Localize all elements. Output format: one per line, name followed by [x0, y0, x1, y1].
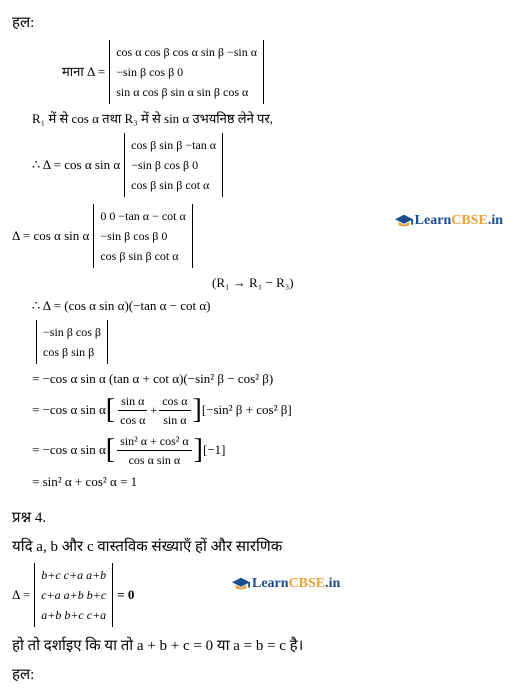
wm-learn: Learn [252, 573, 289, 594]
frac3-num: sin² α + cos² α [117, 432, 192, 451]
step-8: = −cos α sin α [ sin² α + cos² α cos α s… [32, 432, 513, 469]
wm-in: .in [488, 210, 503, 231]
plus-sign: + [150, 401, 157, 419]
step-1: माना Δ = cos α cos β cos α sin β −sin α … [62, 38, 513, 106]
determinant-4: −sin β cos β cos β sin β [36, 320, 108, 364]
determinant-3: 0 0 −tan α − cot α −sin β cos β 0 cos β … [93, 204, 192, 268]
wm-cbse: CBSE [289, 573, 326, 594]
det1-r3: sin α cos β sin α sin β cos α [116, 82, 257, 102]
det1-r2: −sin β cos β 0 [116, 62, 257, 82]
watermark-2: LearnCBSE.in [232, 573, 340, 594]
det5-suffix: = 0 [117, 585, 134, 605]
step-5b: −sin β cos β cos β sin β [32, 318, 513, 366]
determinant-5: b+c c+a a+b c+a a+b b+c a+b b+c c+a [34, 563, 113, 627]
determinant-2: cos β sin β −tan α −sin β cos β 0 cos β … [124, 133, 223, 197]
det5-r3: a+b b+c c+a [41, 605, 106, 625]
graduation-cap-icon [395, 214, 413, 228]
graduation-cap-icon [232, 577, 250, 591]
bracket-2: [ sin² α + cos² α cos α sin α ] [106, 432, 203, 469]
step3-prefix: ∴ Δ = cos α sin α [32, 155, 120, 175]
frac-1: sin α cos α [117, 392, 148, 429]
step7-prefix: = −cos α sin α [32, 400, 106, 420]
frac2-den: sin α [160, 411, 189, 429]
det3-r1: 0 0 −tan α − cot α [100, 206, 185, 226]
question-determinant: Δ = b+c c+a a+b c+a a+b b+c a+b b+c c+a … [12, 561, 513, 629]
det1-r1: cos α cos β cos α sin β −sin α [116, 42, 257, 62]
watermark-1: LearnCBSE.in [395, 210, 503, 231]
det4-r1: −sin β cos β [43, 322, 101, 342]
det5-r1: b+c c+a a+b [41, 565, 106, 585]
det2-r3: cos β sin β cot α [131, 175, 216, 195]
step-9: = sin² α + cos² α = 1 [32, 472, 513, 492]
frac-3: sin² α + cos² α cos α sin α [117, 432, 192, 469]
question-text-2: हो तो दर्शाइए कि या तो a + b + c = 0 या … [12, 635, 513, 658]
step8-suffix: [−1] [203, 440, 226, 460]
determinant-1: cos α cos β cos α sin β −sin α −sin β co… [109, 40, 264, 104]
det3-r2: −sin β cos β 0 [100, 226, 185, 246]
frac2-num: cos α [159, 392, 190, 411]
question-text-1: यदि a, b और c वास्तविक संख्याएँ हों और स… [12, 536, 513, 559]
step4-prefix: Δ = cos α sin α [12, 226, 89, 246]
step-2: R₁ में से cos α तथा R₃ में से sin α उभयन… [32, 109, 513, 129]
solution-heading-2: हल: [12, 664, 513, 687]
wm-learn: Learn [415, 210, 452, 231]
step8-prefix: = −cos α sin α [32, 440, 106, 460]
det3-r3: cos β sin β cot α [100, 246, 185, 266]
step-3: ∴ Δ = cos α sin α cos β sin β −tan α −si… [32, 131, 513, 199]
frac-2: cos α sin α [159, 392, 190, 429]
frac3-den: cos α sin α [126, 451, 184, 469]
step-5: ∴ Δ = (cos α sin α)(−tan α − cot α) [32, 296, 513, 316]
frac1-num: sin α [118, 392, 147, 411]
step-4: Δ = cos α sin α 0 0 −tan α − cot α −sin … [12, 202, 513, 270]
step-6: = −cos α sin α (tan α + cot α)(−sin² β −… [32, 369, 513, 389]
wm-cbse: CBSE [451, 210, 488, 231]
wm-in: .in [325, 573, 340, 594]
det4-r2: cos β sin β [43, 342, 101, 362]
bracket-1: [ sin α cos α + cos α sin α ] [106, 392, 202, 429]
det5-r2: c+a a+b b+c [41, 585, 106, 605]
step-4-note: (R₁ → R₁ − R₃) [212, 273, 513, 293]
step7-suffix: [−sin² β + cos² β] [202, 400, 292, 420]
solution-heading: हल: [12, 12, 513, 35]
step-7: = −cos α sin α [ sin α cos α + cos α sin… [32, 392, 513, 429]
frac1-den: cos α [117, 411, 148, 429]
det5-prefix: Δ = [12, 585, 30, 605]
question-label: प्रश्न 4. [12, 507, 513, 530]
det2-r2: −sin β cos β 0 [131, 155, 216, 175]
step1-prefix: माना Δ = [62, 62, 105, 82]
det2-r1: cos β sin β −tan α [131, 135, 216, 155]
